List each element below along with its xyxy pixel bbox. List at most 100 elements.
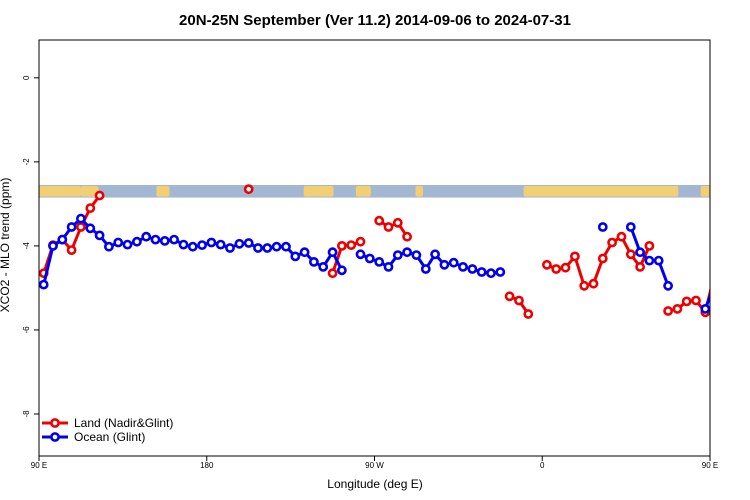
data-point-1-4 (76, 213, 86, 224)
data-point-1-28 (299, 247, 310, 258)
data-point-1-45 (458, 261, 468, 272)
legend-swatch-marker-0 (50, 418, 60, 428)
data-point-1-10 (131, 236, 142, 247)
y-axis-label: XCO2 - MLO trend (ppm) (0, 178, 12, 313)
data-point-0-35 (644, 240, 655, 251)
map-strip-land-7 (700, 185, 710, 197)
data-point-1-43 (439, 259, 450, 270)
data-point-0-38 (672, 303, 683, 314)
data-point-1-30 (318, 261, 329, 272)
data-point-1-37 (383, 261, 394, 272)
data-point-1-3 (66, 222, 77, 232)
data-point-0-31 (607, 237, 617, 248)
data-point-0-26 (560, 262, 571, 273)
data-point-1-39 (402, 247, 412, 258)
data-point-1-29 (308, 256, 319, 267)
data-point-1-24 (262, 243, 273, 253)
data-point-1-12 (150, 234, 161, 245)
data-point-0-5 (85, 203, 96, 213)
data-point-0-4 (76, 222, 86, 232)
y-tick-label-1: -2 (22, 158, 31, 166)
data-point-1-22 (243, 238, 254, 248)
data-point-1-7 (104, 241, 114, 252)
data-point-1-42 (430, 249, 440, 260)
y-axis: 0 -2 -4 -6 -8 (22, 75, 39, 418)
y-tick-label-2: -4 (22, 242, 31, 250)
data-point-1-53 (625, 222, 636, 232)
data-point-0-3 (66, 245, 77, 255)
data-point-1-35 (364, 253, 375, 264)
data-point-1-49 (495, 267, 506, 277)
data-point-1-36 (374, 256, 385, 267)
data-point-1-47 (476, 267, 487, 277)
data-point-0-27 (570, 251, 580, 262)
x-tick-label-2: 90 W (365, 461, 384, 470)
data-point-1-17 (197, 240, 207, 250)
legend-label-1: Ocean (Glint) (74, 430, 145, 444)
data-point-0-37 (663, 306, 673, 316)
data-point-1-5 (85, 223, 96, 234)
data-point-0-39 (681, 296, 692, 307)
data-point-0-15 (374, 215, 385, 226)
data-point-1-26 (281, 241, 291, 252)
map-strip-land-4 (355, 185, 371, 197)
map-strip-land-6 (523, 185, 679, 197)
data-point-1-18 (206, 237, 217, 248)
data-point-1-46 (467, 264, 478, 274)
chart-title: 20N-25N September (Ver 11.2) 2014-09-06 … (179, 12, 571, 29)
series-line-segment-0-2 (378, 219, 409, 238)
data-point-1-0 (39, 279, 49, 290)
data-point-0-10 (327, 268, 338, 279)
data-point-0-20 (504, 291, 515, 302)
data-point-1-13 (159, 235, 170, 246)
data-point-0-21 (514, 295, 524, 306)
data-point-0-18 (402, 231, 412, 242)
data-point-1-21 (234, 238, 245, 249)
legend-entry-0: Land (Nadir&Glint) (42, 416, 173, 430)
series-ocean (39, 213, 710, 314)
data-point-0-33 (625, 249, 636, 260)
x-axis-label: Longitude (deg E) (327, 477, 422, 491)
data-point-0-34 (635, 261, 645, 272)
data-point-0-30 (597, 253, 608, 264)
data-point-0-13 (355, 236, 366, 247)
plot-area (39, 184, 710, 319)
legend-label-0: Land (Nadir&Glint) (74, 416, 173, 430)
legend-entry-1: Ocean (Glint) (42, 430, 145, 444)
data-point-0-29 (588, 278, 599, 289)
x-axis: 90 E 180 90 W 0 90 E (31, 455, 718, 470)
data-point-1-9 (122, 239, 133, 250)
data-point-1-44 (448, 257, 459, 268)
data-point-1-23 (253, 243, 263, 253)
data-point-1-51 (597, 222, 608, 232)
data-point-1-40 (411, 250, 422, 260)
data-point-1-11 (141, 231, 152, 242)
map-strip-land-0 (39, 185, 81, 197)
y-tick-label-0: 0 (22, 75, 31, 80)
data-point-1-15 (178, 239, 189, 250)
data-point-0-11 (336, 240, 347, 251)
data-point-0-22 (523, 309, 534, 319)
data-point-0-40 (691, 295, 701, 306)
map-strip-land-5 (415, 185, 423, 197)
data-point-0-25 (551, 264, 562, 274)
data-point-1-25 (271, 241, 282, 252)
data-point-1-32 (336, 265, 347, 276)
data-point-1-6 (94, 230, 105, 241)
data-point-1-41 (420, 264, 431, 274)
data-point-1-19 (215, 239, 226, 250)
data-point-1-27 (290, 251, 301, 262)
map-strip-land-2 (156, 185, 170, 197)
y-tick-label-3: -6 (22, 326, 31, 334)
data-point-0-12 (346, 240, 357, 250)
x-tick-label-4: 90 E (702, 461, 718, 470)
map-strip-land-3 (303, 185, 334, 197)
data-point-1-59 (700, 304, 710, 314)
data-point-1-20 (225, 243, 235, 253)
x-tick-label-1: 180 (200, 461, 214, 470)
map-strip (39, 184, 710, 198)
x-tick-label-3: 0 (540, 461, 545, 470)
map-strip-land-1 (80, 185, 99, 197)
